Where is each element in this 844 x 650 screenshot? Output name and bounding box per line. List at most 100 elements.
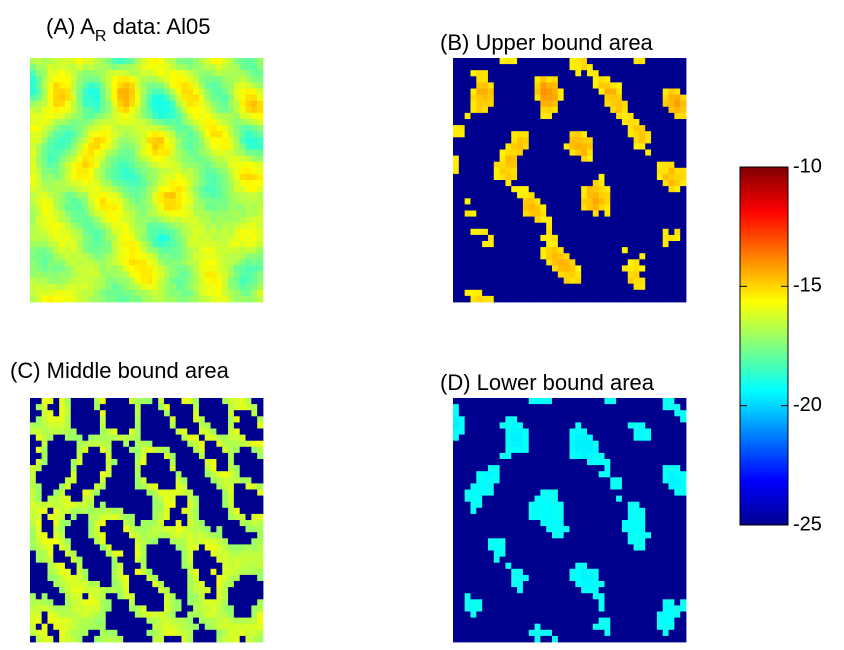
heatmap-cell [233, 617, 241, 625]
heatmap-cell [627, 241, 634, 248]
heatmap-cell [598, 404, 605, 411]
heatmap-cell [187, 501, 194, 509]
heatmap-cell [511, 398, 518, 405]
heatmap-cell [470, 82, 477, 89]
heatmap-cell [616, 410, 623, 417]
heatmap-cell [453, 143, 460, 150]
heatmap-cell [505, 271, 512, 278]
heatmap-cell [111, 198, 118, 205]
heatmap-cell [30, 149, 37, 156]
heatmap-cell [76, 222, 83, 230]
heatmap-cell [586, 404, 594, 411]
heatmap-cell [70, 112, 78, 120]
heatmap-cell [586, 204, 594, 211]
heatmap-cell [633, 216, 640, 224]
heatmap-cell [30, 611, 37, 618]
heatmap-cell [140, 161, 147, 169]
heatmap-cell [598, 222, 605, 230]
heatmap-cell [534, 216, 541, 224]
heatmap-cell [592, 210, 600, 217]
heatmap-cell [534, 161, 541, 169]
heatmap-cell [175, 216, 182, 224]
heatmap-cell [88, 119, 95, 126]
heatmap-cell [111, 259, 118, 266]
heatmap-cell [517, 82, 524, 89]
heatmap-cell [651, 259, 658, 266]
heatmap-cell [88, 222, 95, 230]
heatmap-cell [668, 216, 675, 224]
heatmap-cell [169, 106, 177, 114]
heatmap-cell [134, 581, 142, 588]
heatmap-cell [76, 271, 83, 278]
heatmap-cell [563, 143, 570, 150]
heatmap-cell [163, 186, 171, 193]
heatmap-cell [82, 88, 89, 95]
heatmap-cell [140, 428, 147, 435]
heatmap-cell [53, 70, 60, 77]
heatmap-cell [210, 513, 217, 521]
heatmap-cell [163, 593, 171, 600]
heatmap-cell [210, 562, 217, 570]
heatmap-cell [140, 471, 147, 478]
heatmap-cell [105, 587, 112, 594]
heatmap-cell [528, 228, 535, 236]
heatmap-cell [569, 149, 576, 156]
heatmap-cell [586, 186, 594, 193]
heatmap-cell [41, 186, 48, 193]
heatmap-cell [511, 210, 518, 217]
heatmap-cell [204, 587, 211, 594]
heatmap-cell [604, 410, 611, 417]
heatmap-cell [552, 271, 559, 278]
heatmap-cell [193, 501, 200, 509]
heatmap-cell [59, 562, 66, 570]
heatmap-cell [134, 155, 142, 163]
heatmap-cell [569, 76, 576, 83]
heatmap-cell [464, 125, 471, 132]
heatmap-cell [53, 247, 60, 254]
heatmap-cell [552, 204, 559, 211]
heatmap-cell [222, 271, 229, 278]
heatmap-cell [175, 241, 182, 248]
heatmap-cell [129, 173, 136, 181]
heatmap-cell [458, 247, 466, 254]
heatmap-cell [534, 271, 541, 278]
heatmap-cell [546, 131, 553, 138]
heatmap-cell [88, 253, 95, 260]
heatmap-cell [592, 88, 600, 95]
heatmap-cell [134, 295, 142, 303]
heatmap-cell [158, 581, 165, 588]
heatmap-cell [245, 635, 252, 643]
heatmap-cell [674, 295, 681, 303]
heatmap-cell [158, 410, 165, 417]
heatmap-cell [610, 289, 617, 297]
heatmap-cell [586, 222, 594, 230]
heatmap-cell [193, 222, 200, 230]
heatmap-cell [633, 289, 640, 297]
heatmap-cell [187, 143, 194, 150]
heatmap-cell [233, 76, 241, 83]
heatmap-cell [621, 410, 629, 417]
heatmap-cell [88, 198, 95, 205]
heatmap-cell [216, 247, 223, 254]
heatmap-cell [662, 125, 669, 132]
heatmap-cell [245, 234, 252, 242]
heatmap-cell [257, 422, 264, 429]
heatmap-cell [117, 186, 124, 193]
heatmap-cell [181, 495, 188, 503]
heatmap-cell [656, 143, 664, 150]
heatmap-cell [175, 100, 182, 108]
heatmap-cell [187, 119, 194, 126]
heatmap-cell [64, 82, 72, 89]
heatmap-cell [193, 289, 200, 297]
heatmap-cell [181, 180, 188, 187]
heatmap-cell [598, 94, 605, 102]
heatmap-cell [129, 149, 136, 156]
heatmap-cell [76, 234, 83, 242]
heatmap-cell [193, 186, 200, 193]
heatmap-cell [239, 428, 246, 435]
heatmap-cell [35, 58, 43, 65]
heatmap-cell [140, 155, 147, 163]
heatmap-cell [552, 398, 559, 405]
heatmap-cell [674, 100, 681, 108]
heatmap-cell [53, 106, 60, 114]
